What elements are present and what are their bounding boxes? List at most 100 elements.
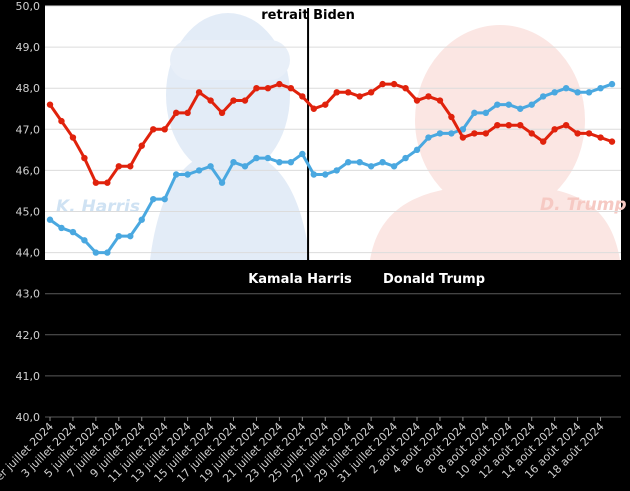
data-point (597, 85, 604, 92)
data-point (413, 97, 421, 104)
y-tick-label: 50,0 (16, 0, 41, 13)
data-point (264, 154, 272, 162)
data-point (379, 158, 386, 166)
data-point (459, 134, 467, 141)
data-point (505, 101, 512, 108)
series-group (46, 80, 616, 256)
data-point (310, 105, 317, 112)
data-point (46, 101, 54, 108)
data-point (276, 158, 283, 166)
data-point (69, 134, 77, 141)
data-point (608, 138, 616, 145)
grid-lines (45, 5, 621, 418)
data-point (345, 89, 352, 96)
data-point (218, 179, 226, 186)
data-point (161, 126, 168, 133)
data-point (138, 216, 145, 223)
data-point (161, 195, 168, 203)
data-point (310, 171, 317, 178)
data-point (69, 228, 77, 236)
data-point (539, 138, 547, 145)
data-point (425, 93, 432, 100)
y-tick-label: 41,0 (16, 370, 41, 383)
data-point (562, 85, 570, 92)
data-point (608, 80, 616, 88)
y-tick-label: 46,0 (16, 164, 41, 177)
data-point (104, 249, 111, 256)
data-point (195, 167, 203, 174)
y-tick-label: 44,0 (16, 247, 41, 260)
data-point (436, 97, 444, 104)
data-point (379, 80, 386, 88)
data-point (517, 121, 524, 129)
data-point (517, 105, 524, 112)
portrait-backdrop (150, 13, 620, 260)
data-point (207, 97, 214, 104)
y-tick-label: 43,0 (16, 288, 41, 301)
data-point (104, 179, 111, 186)
data-point (597, 134, 604, 141)
data-point (322, 101, 329, 108)
data-point (58, 224, 65, 232)
data-point (195, 89, 203, 96)
y-tick-label: 40,0 (16, 411, 41, 424)
data-point (585, 89, 593, 96)
data-point (367, 163, 375, 170)
data-point (230, 158, 237, 166)
data-point (471, 109, 478, 117)
data-point (436, 130, 444, 137)
data-point (115, 163, 123, 170)
data-point (81, 154, 88, 162)
data-point (482, 109, 490, 117)
data-point (356, 158, 363, 166)
data-point (551, 126, 558, 133)
data-point (138, 142, 145, 149)
data-point (322, 171, 329, 178)
data-point (253, 85, 260, 92)
data-point (574, 130, 581, 137)
data-point (448, 113, 455, 121)
data-point (471, 130, 478, 137)
data-point (184, 171, 191, 178)
data-point (413, 146, 421, 154)
data-point (218, 109, 226, 117)
data-point (459, 126, 467, 133)
biden-withdrawal-label: retrait Biden (261, 8, 355, 23)
y-tick-label: 42,0 (16, 329, 41, 342)
data-point (425, 134, 432, 141)
y-tick-label: 45,0 (16, 206, 41, 219)
data-point (299, 150, 306, 158)
data-point (241, 163, 249, 170)
data-point (287, 158, 295, 166)
data-point (574, 89, 581, 96)
data-point (58, 117, 65, 125)
data-point (207, 163, 214, 170)
data-point (172, 109, 180, 117)
data-point (150, 195, 157, 203)
data-point (528, 101, 535, 108)
data-point (402, 154, 409, 162)
y-axis: 40,0 41,0 42,0 43,0 44,0 45,0 46,0 47,0 48,0 49,0… (16, 0, 41, 424)
data-point (585, 130, 593, 137)
data-point (539, 93, 547, 100)
data-point (264, 85, 272, 92)
data-point (299, 93, 306, 100)
data-point (253, 154, 260, 162)
data-point (448, 130, 455, 137)
data-point (562, 121, 570, 129)
y-tick-label: 49,0 (16, 41, 41, 54)
harris-watermark: K. Harris (56, 197, 140, 217)
data-point (551, 89, 558, 96)
data-point (92, 249, 100, 256)
data-point (46, 216, 54, 223)
data-point (92, 179, 100, 186)
data-point (333, 167, 340, 174)
trump-watermark: D. Trump (540, 195, 627, 215)
data-point (241, 97, 249, 104)
data-point (482, 130, 490, 137)
data-point (494, 121, 501, 129)
data-point (150, 126, 157, 133)
data-point (390, 80, 398, 88)
